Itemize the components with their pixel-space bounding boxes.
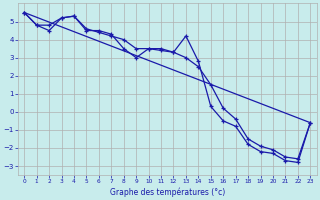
X-axis label: Graphe des températures (°c): Graphe des températures (°c)	[110, 187, 225, 197]
